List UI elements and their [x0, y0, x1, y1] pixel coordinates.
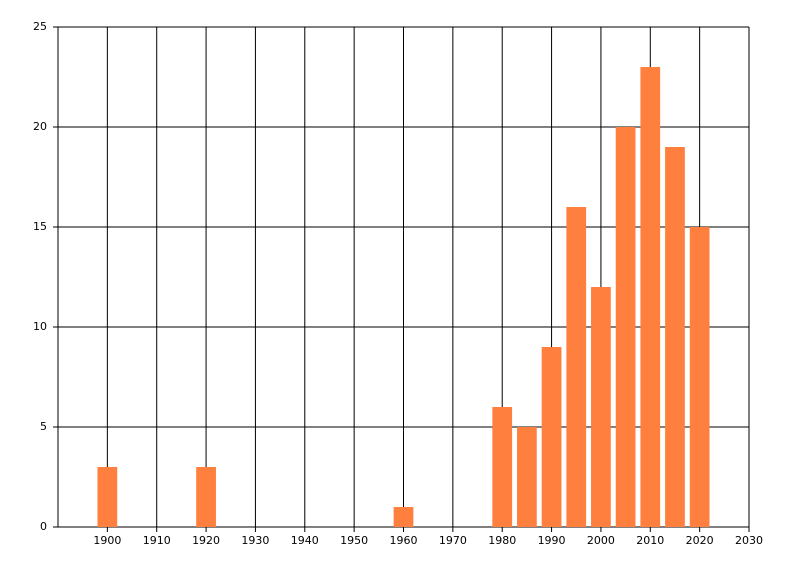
bar: [97, 467, 118, 527]
x-tick-label: 2010: [636, 534, 664, 547]
x-tick-label: 2020: [686, 534, 714, 547]
bar: [665, 147, 685, 527]
x-tick-label: 1950: [340, 534, 368, 547]
x-tick-label: 1930: [241, 534, 269, 547]
y-tick-label: 25: [33, 20, 47, 33]
bar: [541, 347, 562, 527]
x-tick-label: 1960: [390, 534, 418, 547]
y-tick-label: 15: [33, 220, 47, 233]
bar: [492, 407, 513, 527]
x-tick-label: 2000: [587, 534, 615, 547]
y-tick-label: 0: [40, 520, 47, 533]
bar: [196, 467, 216, 527]
bar: [689, 227, 710, 527]
bar: [517, 427, 537, 527]
bar: [615, 127, 636, 527]
bar: [566, 207, 587, 527]
bar: [393, 507, 414, 527]
x-tick-label: 1920: [192, 534, 220, 547]
x-tick-label: 1990: [538, 534, 566, 547]
x-tick-label: 1980: [488, 534, 516, 547]
x-tick-label: 1940: [291, 534, 319, 547]
bar: [591, 287, 611, 527]
x-tick-label: 1900: [93, 534, 121, 547]
y-tick-label: 20: [33, 120, 47, 133]
y-tick-label: 10: [33, 320, 47, 333]
y-tick-label: 5: [40, 420, 47, 433]
x-tick-label: 2030: [735, 534, 763, 547]
x-tick-label: 1970: [439, 534, 467, 547]
bar: [640, 67, 661, 527]
x-tick-label: 1910: [143, 534, 171, 547]
